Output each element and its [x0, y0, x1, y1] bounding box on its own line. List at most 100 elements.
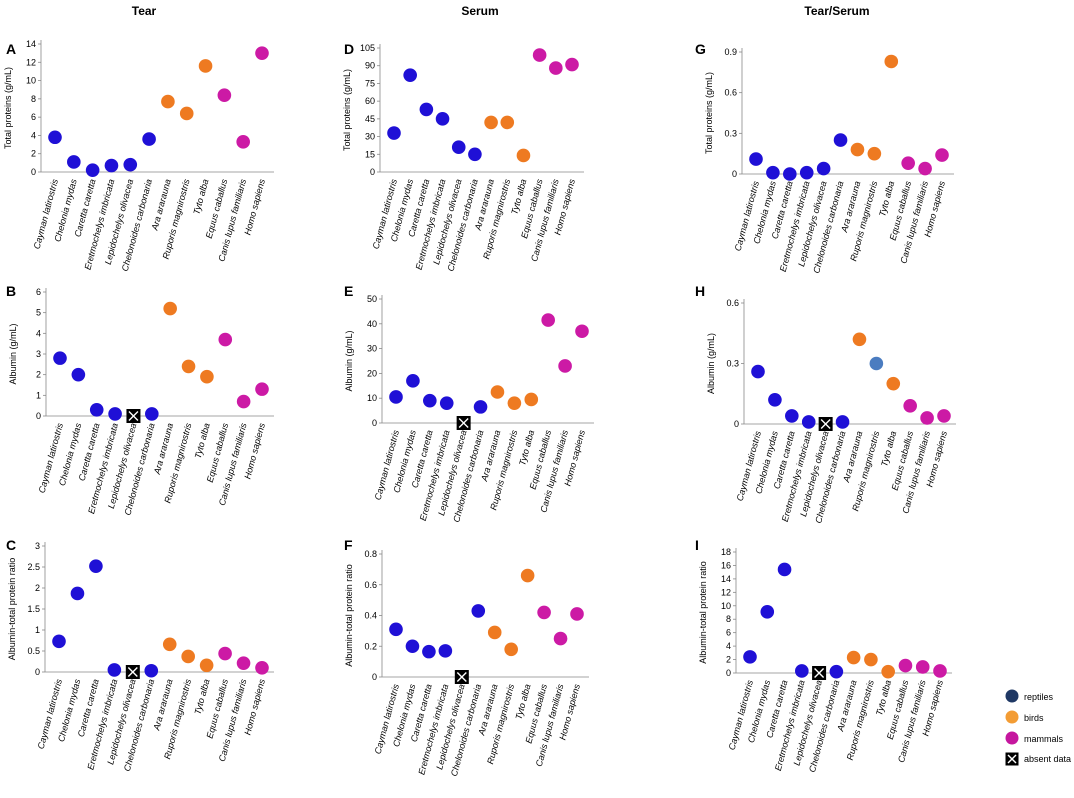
y-tick-label: 45	[365, 114, 375, 124]
y-tick-label: 6	[36, 287, 41, 297]
data-point-reptiles	[835, 415, 850, 429]
y-tick-label: 0	[36, 411, 41, 421]
data-point-mammals	[565, 57, 579, 72]
data-point-reptiles	[123, 157, 138, 172]
data-point-reptiles	[833, 133, 848, 147]
data-point-birds	[852, 332, 867, 347]
data-point-birds	[161, 94, 175, 109]
data-point-reptiles	[52, 634, 66, 649]
data-point-mammals	[570, 607, 584, 621]
data-point-birds	[507, 396, 522, 410]
data-point-birds	[179, 106, 194, 121]
y-tick-label: 50	[367, 294, 377, 304]
absent-data-marker	[454, 670, 469, 684]
data-point-mammals	[575, 324, 589, 339]
data-point-birds	[886, 376, 901, 391]
data-point-reptiles	[438, 644, 453, 658]
data-point-birds	[487, 625, 502, 640]
y-tick-label: 0.2	[364, 641, 377, 651]
y-tick-label: 15	[365, 149, 375, 159]
y-tick-label: 2	[31, 149, 36, 159]
data-point-reptiles	[142, 132, 156, 146]
y-tick-label: 18	[721, 547, 731, 557]
legend-swatch-mammals	[1005, 731, 1019, 745]
data-point-reptiles	[777, 562, 792, 577]
y-tick-label: 12	[26, 57, 36, 67]
y-tick-label: 12	[721, 587, 731, 597]
data-point-reptiles	[768, 393, 782, 407]
y-tick-label: 0.8	[364, 549, 377, 559]
x-tick-label: Tyto alba	[513, 683, 532, 721]
data-point-mammals	[549, 61, 563, 75]
y-tick-label: 75	[365, 78, 375, 88]
data-point-reptiles	[89, 403, 104, 417]
x-tick-label: Tyto alba	[877, 180, 896, 218]
y-tick-label: 0.5	[27, 646, 40, 656]
data-point-birds	[198, 59, 213, 73]
data-point-reptiles	[71, 367, 86, 382]
data-point-mammals	[935, 148, 949, 162]
data-point-reptiles	[760, 605, 775, 619]
panel-f: F 0 0.2 0.4 0.6 0.8 Albumin-total protein rati…	[344, 537, 589, 777]
data-point-reptiles	[145, 407, 159, 421]
y-axis-label-e: Albumin (g/mL)	[344, 330, 354, 391]
data-point-birds	[869, 356, 884, 371]
data-point-mammals	[903, 399, 917, 413]
data-point-mammals	[915, 660, 930, 674]
y-tick-label: 30	[365, 132, 375, 142]
x-tick-label: Tyto alba	[517, 429, 536, 467]
data-point-reptiles	[108, 407, 122, 421]
absent-data-marker	[125, 665, 140, 679]
data-point-reptiles	[423, 393, 437, 408]
data-point-mammals	[218, 332, 233, 347]
data-point-reptiles	[104, 158, 119, 173]
data-point-reptiles	[107, 663, 122, 677]
panel-letter-f: F	[344, 537, 353, 553]
data-point-reptiles	[439, 396, 454, 410]
y-axis-label-h: Albumin (g/mL)	[706, 333, 716, 394]
panel-letter-a: A	[6, 41, 16, 57]
panel-letter-i: I	[695, 537, 699, 553]
y-tick-label: 14	[26, 39, 36, 49]
y-tick-label: 0	[372, 672, 377, 682]
y-tick-label: 0.3	[724, 128, 737, 138]
legend-swatch-reptiles	[1005, 689, 1019, 703]
data-point-reptiles	[751, 364, 765, 379]
data-point-reptiles	[471, 604, 486, 618]
data-point-birds	[200, 369, 214, 384]
data-point-reptiles	[89, 559, 103, 573]
data-point-mammals	[898, 658, 913, 673]
y-tick-label: 4	[726, 641, 731, 651]
data-point-reptiles	[403, 68, 417, 82]
y-tick-label: 0	[370, 167, 375, 177]
absent-data-marker	[456, 416, 471, 430]
y-tick-label: 0.6	[726, 298, 739, 308]
data-point-reptiles	[422, 644, 436, 659]
legend-label-reptiles: reptiles	[1024, 692, 1054, 702]
y-tick-label: 0	[35, 667, 40, 677]
data-point-mammals	[920, 411, 934, 425]
data-point-reptiles	[749, 152, 763, 166]
data-point-birds	[181, 649, 195, 664]
data-point-reptiles	[53, 351, 67, 365]
data-point-birds	[504, 642, 518, 657]
y-tick-label: 2.5	[27, 562, 40, 572]
y-tick-label: 0.4	[364, 611, 377, 621]
data-point-birds	[846, 650, 861, 665]
data-point-reptiles	[783, 167, 797, 181]
legend-swatch-birds	[1005, 710, 1019, 724]
y-tick-label: 60	[365, 96, 375, 106]
column-title-tear-serum: Tear/Serum	[804, 4, 869, 18]
y-tick-label: 0.6	[724, 88, 737, 98]
y-tick-label: 0.9	[724, 47, 737, 57]
y-tick-label: 0	[372, 418, 377, 428]
legend-label-birds: birds	[1024, 713, 1044, 723]
data-point-reptiles	[435, 112, 450, 126]
y-axis-label-i: Albumin-total protein ratio	[698, 561, 708, 664]
data-point-birds	[163, 301, 177, 316]
data-point-reptiles	[451, 140, 466, 154]
y-axis-label-g: Total proteins (g/mL)	[704, 72, 714, 154]
